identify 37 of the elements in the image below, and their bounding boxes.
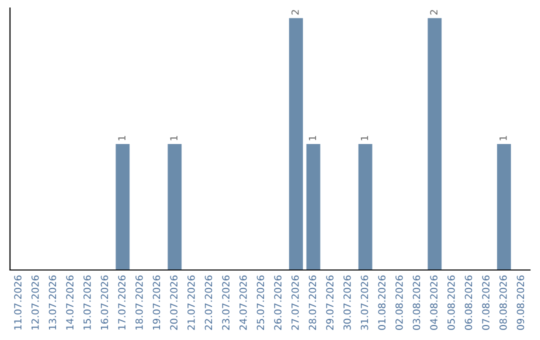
x-tick-label: 18.07.2026 [135, 275, 143, 330]
x-tick-label: 28.07.2026 [308, 275, 316, 330]
x-tick-label: 03.08.2026 [412, 275, 420, 330]
data-label: 1 [118, 136, 126, 140]
x-tick-label: 08.08.2026 [499, 275, 507, 330]
x-tick-label: 01.08.2026 [378, 275, 386, 330]
x-tick-label: 25.07.2026 [256, 275, 264, 330]
x-tick-label: 13.07.2026 [48, 275, 56, 330]
data-label: 1 [360, 136, 368, 140]
x-tick-label: 07.08.2026 [482, 275, 490, 330]
data-label: 1 [500, 136, 507, 140]
x-tick-label: 20.07.2026 [170, 275, 178, 330]
x-tick-label: 06.08.2026 [464, 275, 472, 330]
x-tick-label: 19.07.2026 [152, 275, 160, 330]
x-tick-label: 22.07.2026 [204, 275, 212, 330]
x-tick-label: 05.08.2026 [447, 275, 455, 330]
data-label: 1 [308, 136, 316, 140]
x-tick-label: 02.08.2026 [395, 275, 403, 330]
x-tick-label: 23.07.2026 [222, 275, 230, 330]
x-tick-label: 14.07.2026 [66, 275, 74, 330]
x-tick-label: 29.07.2026 [326, 275, 334, 330]
x-tick-label: 21.07.2026 [187, 275, 195, 330]
data-label: 1 [170, 136, 178, 140]
data-label: 2 [430, 10, 438, 15]
x-tick-label: 11.07.2026 [14, 275, 22, 330]
x-tick-label: 30.07.2026 [343, 275, 351, 330]
x-tick-label: 09.08.2026 [516, 275, 524, 330]
x-tick-label: 16.07.2026 [100, 275, 108, 330]
x-tick-label: 27.07.2026 [291, 275, 299, 330]
x-tick-label: 24.07.2026 [239, 275, 247, 330]
x-tick-label: 04.08.2026 [430, 275, 438, 330]
x-tick-label: 31.07.2026 [360, 275, 368, 330]
x-tick-label: 15.07.2026 [83, 275, 91, 330]
x-tick-label: 26.07.2026 [274, 275, 282, 330]
x-tick-label: 12.07.2026 [31, 275, 39, 330]
data-label: 2 [291, 10, 299, 15]
x-tick-label: 17.07.2026 [118, 275, 126, 330]
